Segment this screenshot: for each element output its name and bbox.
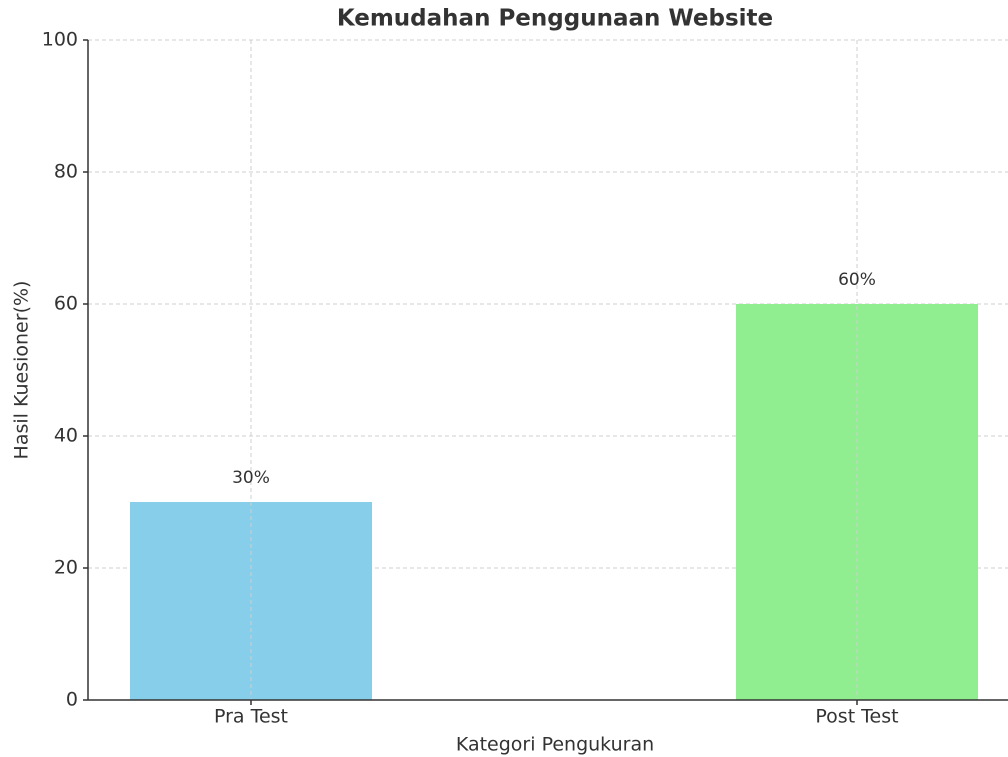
chart-title: Kemudahan Penggunaan Website — [337, 6, 773, 32]
y-tick-label: 20 — [54, 557, 78, 579]
y-tick-label: 40 — [54, 425, 78, 447]
y-tick-label: 100 — [42, 29, 78, 51]
y-tick-label: 0 — [66, 689, 78, 711]
y-tick-label: 80 — [54, 161, 78, 183]
value-label: 30% — [232, 468, 270, 488]
y-tick-label: 60 — [54, 293, 78, 315]
x-axis-label: Kategori Pengukuran — [456, 734, 654, 756]
x-tick-label: Post Test — [815, 706, 898, 728]
y-axis-label: Hasil Kuesioner(%) — [11, 281, 33, 460]
value-label: 60% — [838, 270, 876, 290]
x-tick-label: Pra Test — [214, 706, 288, 728]
